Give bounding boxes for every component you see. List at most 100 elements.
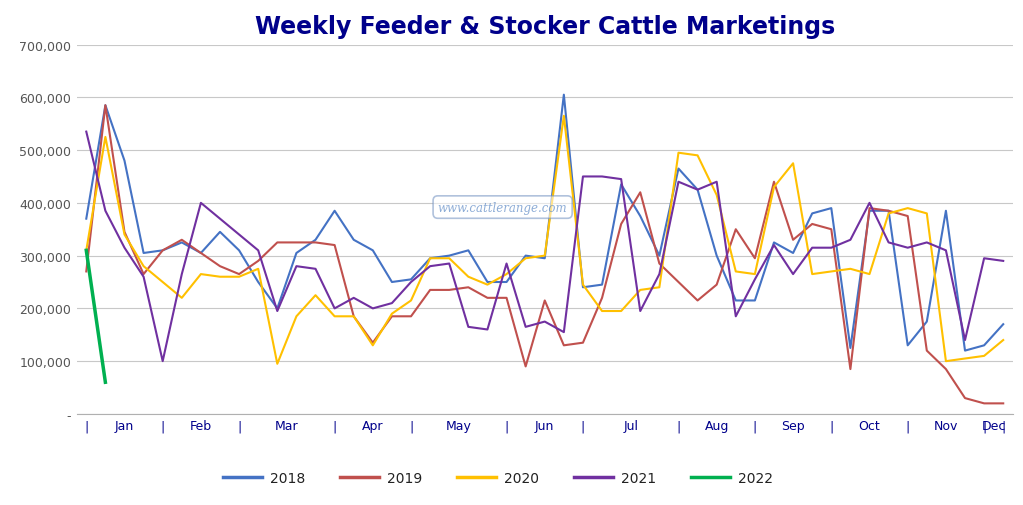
2018 — [806, 211, 818, 217]
2022 — [80, 248, 92, 254]
2021 — [291, 264, 303, 270]
2020 — [538, 253, 550, 259]
2019 — [271, 240, 283, 246]
2018 — [940, 209, 952, 215]
2021 — [883, 240, 895, 246]
2020 — [577, 282, 589, 288]
2021 — [615, 177, 627, 183]
2021 — [309, 266, 321, 272]
2019 — [863, 206, 876, 212]
2020 — [978, 353, 990, 359]
2020 — [768, 185, 781, 191]
2021 — [366, 306, 379, 312]
2018 — [787, 250, 799, 257]
2021 — [538, 319, 550, 325]
2018 — [137, 250, 149, 257]
2021 — [424, 264, 436, 270]
2019 — [80, 269, 92, 275]
2018 — [386, 279, 398, 285]
2020 — [634, 287, 647, 293]
2019 — [806, 222, 818, 228]
2020 — [826, 269, 838, 275]
2020 — [901, 206, 914, 212]
2020 — [997, 337, 1010, 343]
2020 — [443, 256, 455, 262]
2019 — [711, 282, 723, 288]
2020 — [462, 274, 475, 280]
2020 — [99, 134, 112, 140]
2020 — [405, 298, 417, 304]
2021 — [558, 329, 570, 335]
2019 — [692, 298, 704, 304]
2019 — [99, 103, 112, 109]
2019 — [137, 272, 149, 278]
2020 — [500, 272, 513, 278]
2021 — [806, 245, 818, 251]
2018 — [348, 237, 360, 243]
2020 — [672, 150, 684, 157]
2018 — [558, 92, 570, 98]
2018 — [959, 348, 971, 354]
Line: 2021: 2021 — [86, 132, 1004, 362]
2018 — [194, 250, 207, 257]
2018 — [901, 342, 914, 348]
2019 — [386, 314, 398, 320]
Line: 2019: 2019 — [86, 106, 1004, 403]
2021 — [462, 324, 475, 330]
2018 — [500, 279, 513, 285]
2019 — [194, 250, 207, 257]
2020 — [921, 211, 933, 217]
2020 — [806, 272, 818, 278]
Text: www.cattlerange.com: www.cattlerange.com — [438, 201, 568, 214]
2018 — [233, 248, 246, 254]
Line: 2020: 2020 — [86, 117, 1004, 364]
2019 — [787, 237, 799, 243]
2019 — [157, 248, 169, 254]
2019 — [462, 285, 475, 291]
2019 — [176, 237, 188, 243]
2020 — [386, 311, 398, 317]
2021 — [577, 174, 589, 180]
2018 — [520, 253, 532, 259]
2019 — [119, 229, 131, 235]
2018 — [462, 248, 475, 254]
2018 — [119, 158, 131, 164]
2021 — [194, 200, 207, 207]
2021 — [826, 245, 838, 251]
2020 — [328, 314, 341, 320]
2019 — [443, 287, 455, 293]
2019 — [997, 400, 1010, 407]
Legend: 2018, 2019, 2020, 2021, 2022: 2018, 2019, 2020, 2021, 2022 — [217, 465, 779, 490]
2018 — [481, 279, 493, 285]
2020 — [80, 248, 92, 254]
2020 — [844, 266, 856, 272]
2020 — [176, 295, 188, 301]
2021 — [119, 245, 131, 251]
Title: Weekly Feeder & Stocker Cattle Marketings: Weekly Feeder & Stocker Cattle Marketing… — [255, 15, 835, 39]
2021 — [500, 261, 513, 267]
2020 — [654, 285, 666, 291]
2018 — [634, 214, 647, 220]
2022 — [99, 379, 112, 385]
2018 — [749, 298, 761, 304]
2019 — [768, 179, 781, 185]
2021 — [959, 337, 971, 343]
2019 — [520, 364, 532, 370]
2021 — [863, 200, 876, 207]
2018 — [309, 237, 321, 243]
2020 — [749, 272, 761, 278]
2018 — [271, 306, 283, 312]
2020 — [119, 232, 131, 238]
2020 — [883, 211, 895, 217]
2018 — [997, 322, 1010, 328]
2020 — [348, 314, 360, 320]
2021 — [328, 306, 341, 312]
2021 — [271, 309, 283, 315]
2019 — [729, 227, 742, 233]
2021 — [654, 272, 666, 278]
2021 — [520, 324, 532, 330]
2020 — [194, 272, 207, 278]
2019 — [654, 261, 666, 267]
2018 — [615, 182, 627, 188]
2021 — [901, 245, 914, 251]
